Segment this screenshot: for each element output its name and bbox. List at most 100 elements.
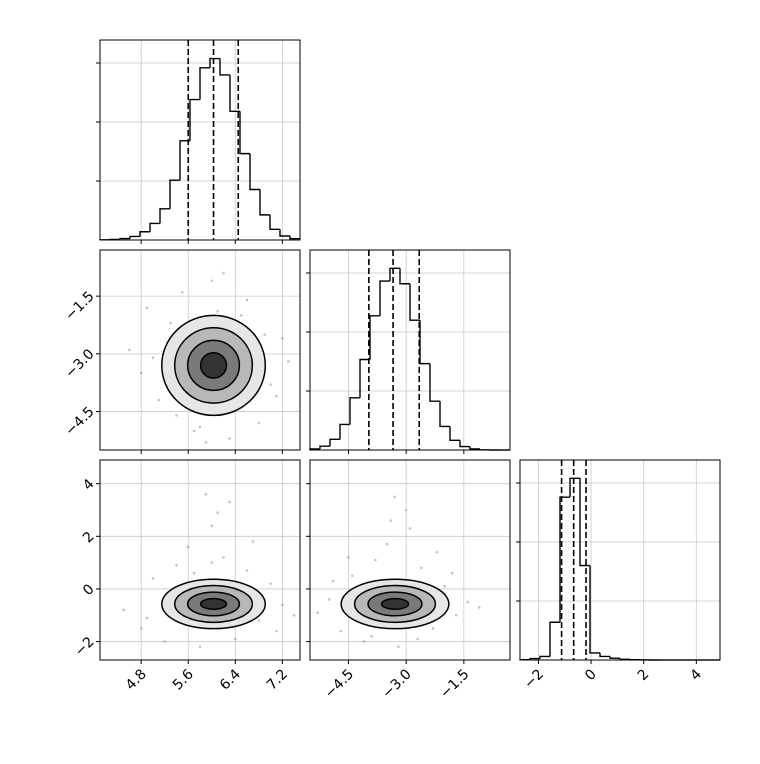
sample-point [216,511,219,514]
hist-step [330,439,340,446]
sample-point [246,299,249,302]
hist-step [160,209,170,224]
hist-step [370,316,380,360]
panel-frame [310,460,510,660]
hist-step [590,566,600,653]
sample-point [205,493,208,496]
sample-point [420,567,423,570]
sample-point [478,606,481,609]
y-tick-label: −4.5 [62,404,97,439]
panel-content [128,272,289,444]
hist-step [570,478,580,497]
hist-step [170,180,180,209]
x-tick-label: 2 [635,666,653,684]
panel-content [316,496,480,649]
sample-point [152,577,155,580]
y-tick-label: 2 [80,529,98,547]
hist-step [270,215,280,229]
sample-point [386,543,389,546]
sample-point [210,561,213,564]
x-tick-label: −4.5 [322,666,357,701]
hist-step [240,111,250,153]
hist-step [320,446,330,449]
sample-point [451,572,454,575]
sample-point [455,614,458,617]
sample-point [351,574,354,577]
sample-point [216,310,219,313]
sample-point [228,501,231,504]
x-tick-label: −3.0 [379,666,414,701]
sample-point [374,559,377,562]
sample-point [275,395,278,398]
hist-step [390,268,400,281]
sample-point [328,598,331,601]
contour [201,353,227,378]
sample-point [436,551,439,554]
sample-point [140,372,143,375]
sample-point [193,572,196,575]
x-tick-label: 4 [687,666,705,684]
sample-point [316,611,319,614]
sample-point [158,399,161,402]
hist-step [280,229,290,236]
hist-step [380,281,390,316]
hist-step [610,656,620,658]
sample-point [146,617,149,620]
x-tick-label: 5.6 [170,666,197,693]
panel-frame [310,250,510,450]
sample-point [405,509,408,512]
hist-step [250,154,260,190]
sample-point [252,540,255,543]
sample-point [275,630,278,633]
x-tick-label: 4.8 [123,666,150,693]
contour [201,599,227,610]
sample-point [397,646,400,649]
hist-step [200,68,210,100]
sample-point [332,580,335,583]
y-tick-label: −1.5 [62,288,97,323]
sample-point [187,546,190,549]
hist-step [120,239,130,240]
sample-point [240,314,243,317]
sample-point [347,556,350,559]
hist-step [460,440,470,446]
hist-step [400,268,410,283]
sample-point [287,360,290,363]
sample-point [175,414,178,417]
x-tick-label: 7.2 [264,666,291,693]
sample-point [169,322,172,325]
sample-point [210,524,213,527]
hist-step [620,658,630,659]
sample-point [389,519,392,522]
sample-point [432,627,435,630]
sample-point [443,585,446,588]
sample-point [205,441,208,444]
sample-point [222,272,225,275]
sample-point [210,279,213,282]
sample-point [152,356,155,359]
hist-step [350,398,360,425]
panel-content [122,493,295,648]
hist-step [600,653,610,657]
sample-point [193,429,196,432]
x-tick-label: 6.4 [217,666,244,693]
sample-point [416,638,419,641]
sample-point [258,619,261,622]
sample-point [269,383,272,386]
sample-point [263,333,266,336]
hist-step [550,622,560,656]
hist-step [260,189,270,214]
x-tick-label: 0 [582,666,600,684]
hist-step [470,447,480,449]
panel-frame [100,460,300,660]
sample-point [140,627,143,630]
sample-point [281,337,284,340]
y-tick-label: −2 [72,634,98,660]
sample-point [246,569,249,572]
hist-step [130,236,140,238]
y-tick-label: 0 [80,581,98,599]
sample-point [370,635,373,638]
sample-point [122,609,125,612]
sample-point [181,291,184,294]
